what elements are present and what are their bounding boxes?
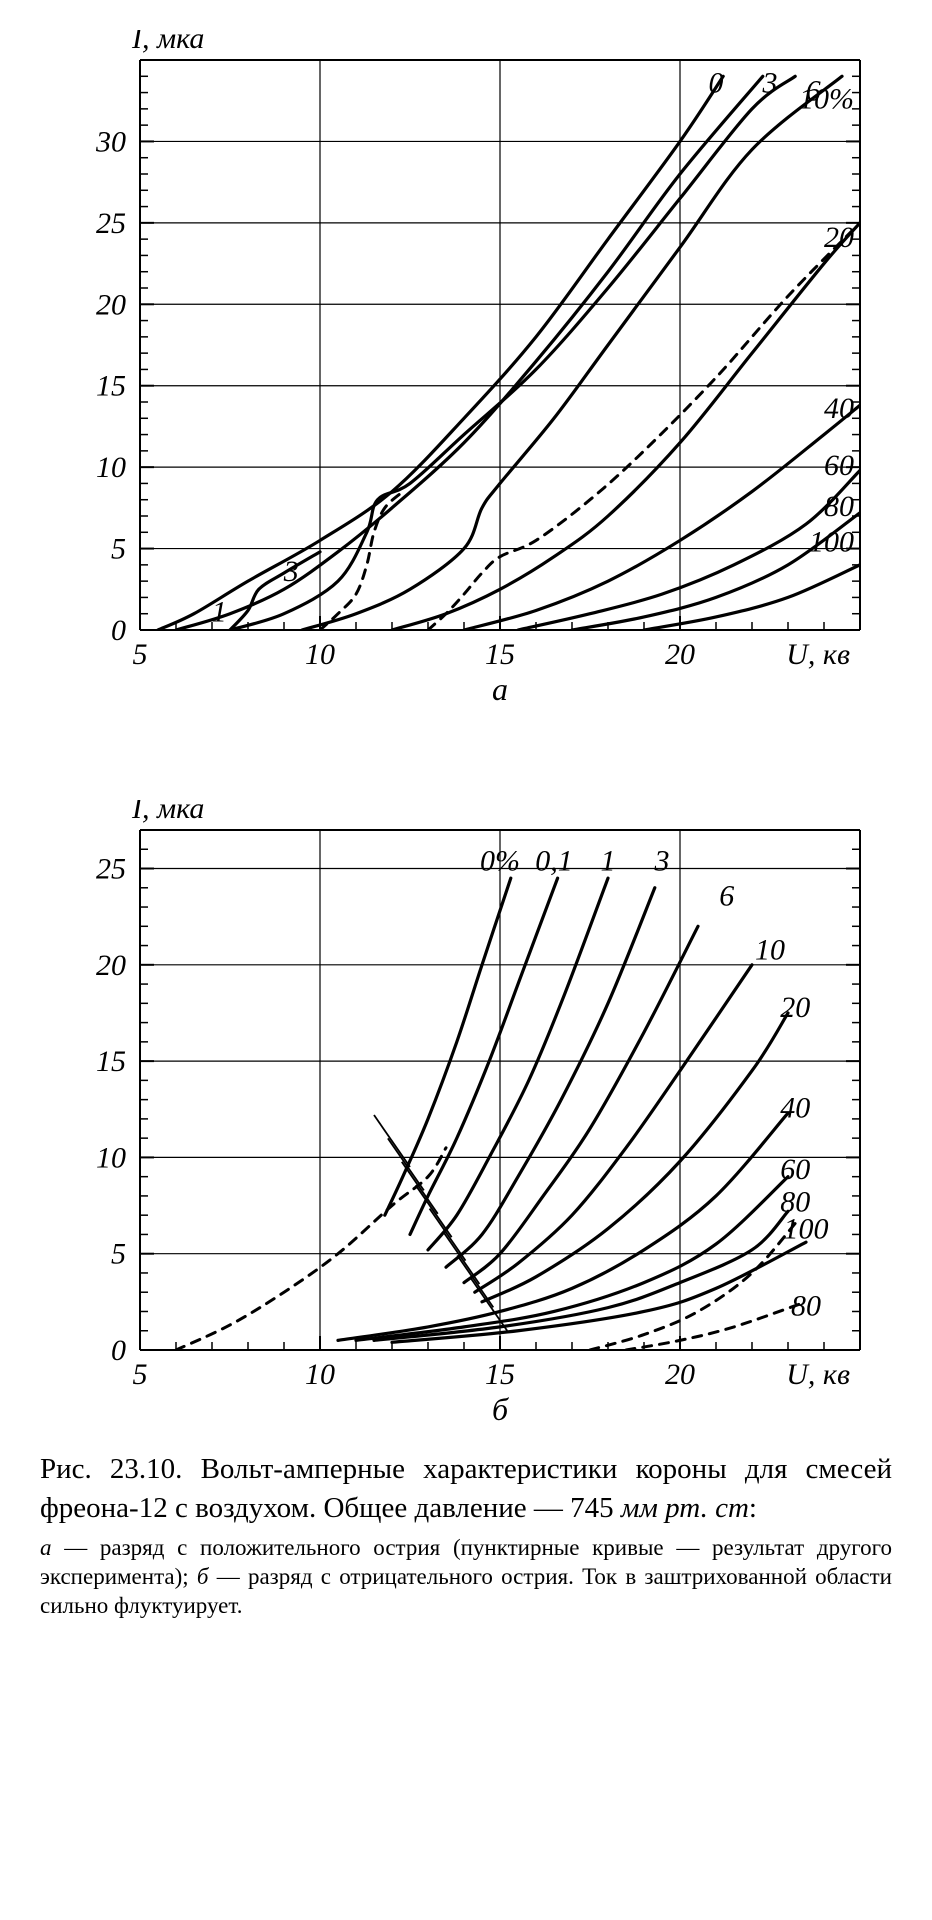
svg-text:0: 0 — [709, 66, 724, 99]
svg-text:60: 60 — [824, 449, 854, 482]
svg-text:10: 10 — [96, 1141, 126, 1174]
svg-text:80: 80 — [824, 490, 854, 523]
svg-text:б: б — [492, 1391, 509, 1427]
page: 5101520051015202530I, мкаU, ква03610%204… — [0, 0, 932, 1651]
chart-b-block: 51015200510152025I, мкаU, квб0%0,1136102… — [40, 800, 892, 1430]
svg-text:5: 5 — [133, 638, 148, 671]
svg-text:40: 40 — [780, 1091, 810, 1124]
svg-text:20: 20 — [96, 949, 126, 982]
svg-text:3: 3 — [283, 555, 299, 588]
caption-unit: мм рт. ст — [621, 1492, 749, 1524]
svg-text:10: 10 — [305, 638, 335, 671]
svg-text:0: 0 — [111, 614, 126, 647]
svg-text:0: 0 — [111, 1334, 126, 1367]
figure-caption: Рис. 23.10. Вольт-амперные характеристик… — [40, 1450, 892, 1528]
chart-a-block: 5101520051015202530I, мкаU, ква03610%204… — [40, 30, 892, 710]
svg-text:U, кв: U, кв — [786, 1358, 850, 1391]
svg-text:20: 20 — [665, 638, 695, 671]
svg-text:100: 100 — [809, 526, 854, 559]
chart-b: 51015200510152025I, мкаU, квб0%0,1136102… — [40, 800, 890, 1430]
svg-text:6: 6 — [719, 879, 734, 912]
svg-text:15: 15 — [485, 638, 515, 671]
svg-text:0,1: 0,1 — [535, 845, 573, 878]
svg-text:20: 20 — [824, 221, 854, 254]
svg-text:5: 5 — [133, 1358, 148, 1391]
svg-text:20: 20 — [665, 1358, 695, 1391]
svg-text:3: 3 — [762, 66, 778, 99]
svg-text:10: 10 — [305, 1358, 335, 1391]
svg-text:10: 10 — [755, 933, 785, 966]
svg-text:20: 20 — [96, 288, 126, 321]
svg-text:60: 60 — [780, 1153, 810, 1186]
svg-text:15: 15 — [485, 1358, 515, 1391]
svg-text:10%: 10% — [799, 83, 854, 116]
svg-text:40: 40 — [824, 392, 854, 425]
svg-text:25: 25 — [96, 207, 126, 240]
svg-text:15: 15 — [96, 370, 126, 403]
svg-text:5: 5 — [111, 1238, 126, 1271]
svg-text:10: 10 — [96, 451, 126, 484]
svg-text:20: 20 — [780, 991, 810, 1024]
svg-text:100: 100 — [784, 1213, 829, 1246]
svg-text:1: 1 — [212, 596, 227, 629]
svg-text:U, кв: U, кв — [786, 638, 850, 671]
svg-text:I, мка: I, мка — [131, 800, 204, 825]
svg-text:0%: 0% — [480, 845, 520, 878]
svg-text:3: 3 — [654, 845, 670, 878]
svg-text:I, мка: I, мка — [131, 30, 204, 55]
svg-text:а: а — [492, 671, 508, 707]
svg-text:30: 30 — [95, 125, 126, 158]
svg-text:25: 25 — [96, 853, 126, 886]
svg-text:80: 80 — [791, 1290, 821, 1323]
svg-text:5: 5 — [111, 533, 126, 566]
svg-text:1: 1 — [601, 845, 616, 878]
caption-main-text: Рис. 23.10. Вольт-амперные характеристик… — [40, 1453, 892, 1524]
chart-a: 5101520051015202530I, мкаU, ква03610%204… — [40, 30, 890, 710]
figure-subcaption: а — разряд с положительного острия (пунк… — [40, 1534, 892, 1620]
svg-text:15: 15 — [96, 1045, 126, 1078]
